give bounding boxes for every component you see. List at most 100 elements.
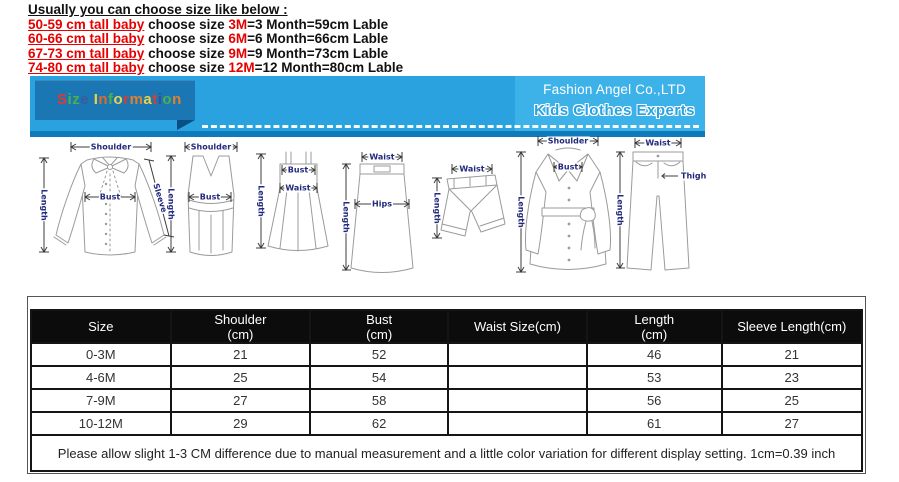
size-code-1: 3M: [228, 16, 248, 32]
skirt-hips-label: Hips: [371, 199, 393, 209]
cell-shoulder: 29: [169, 411, 312, 436]
skirt-diagram: Waist Hips Length: [341, 150, 420, 280]
cell-length: 53: [585, 365, 723, 390]
size-code-2: 6M: [228, 31, 248, 46]
intro-line-2: 60-66 cm tall baby choose size 6M=6 Mont…: [28, 31, 403, 47]
garment-diagrams: Shoulder Length Bust Sleeve Shoulder Len…: [30, 136, 730, 292]
table-note-row: Please allow slight 1-3 CM difference du…: [30, 434, 863, 472]
table-row: 10-12M 29 62 61 27: [30, 411, 863, 436]
shorts-waist-label: Waist: [458, 164, 486, 174]
header-size: Size: [30, 309, 172, 344]
cell-waist: [447, 365, 588, 390]
pants-thigh-label: Thigh: [680, 171, 708, 181]
intro-line-3: 67-73 cm tall baby choose size 9M=9 Mont…: [28, 45, 403, 62]
rest-text-4: =12 Month=80cm Lable: [254, 60, 404, 75]
skirt-drawing: [342, 152, 414, 273]
table-row: 7-9M 27 58 56 25: [30, 388, 863, 413]
cell-size: 10-12M: [30, 411, 172, 436]
dress-bust-label: Bust: [286, 165, 310, 175]
tank-length-label: Length: [166, 187, 176, 221]
table-row: 4-6M 25 54 53 23: [30, 365, 863, 390]
blouse-shoulder-label: Shoulder: [89, 142, 133, 152]
dress-waist-label: Waist: [284, 183, 312, 193]
intro-line-1: 50-59 cm tall baby choose size 3M=3 Mont…: [28, 16, 403, 33]
pants-drawing: [616, 138, 690, 271]
cell-waist: [447, 411, 588, 436]
cell-length: 56: [585, 388, 723, 413]
header-length: Length (cm): [585, 309, 723, 344]
shorts-length-label: Length: [432, 191, 442, 225]
intro-block: Usually you can choose size like below :…: [28, 2, 404, 76]
shorts-diagram: Waist Length: [428, 162, 512, 262]
skirt-waist-label: Waist: [368, 152, 396, 162]
coat-shoulder-label: Shoulder: [546, 136, 590, 146]
mid-text-2: choose size: [144, 31, 229, 46]
table-header-row: Size Shoulder (cm) Bust (cm) Waist Size(…: [30, 309, 863, 344]
cell-bust: 54: [309, 365, 450, 390]
cell-waist: [447, 388, 588, 413]
measurement-note: Please allow slight 1-3 CM difference du…: [30, 434, 863, 472]
cell-sleeve: 23: [720, 365, 863, 390]
cell-size: 4-6M: [30, 365, 172, 390]
size-info-title: Size Information: [57, 91, 182, 108]
banner-light-area: [515, 76, 705, 131]
size-code-3: 9M: [228, 45, 248, 61]
tank-top-diagram: Shoulder Length Bust: [163, 140, 258, 268]
coat-diagram: Shoulder Bust Length: [512, 136, 624, 286]
cell-sleeve: 21: [720, 342, 863, 367]
cell-shoulder: 25: [169, 365, 312, 390]
intro-title: Usually you can choose size like below :: [28, 2, 288, 17]
cell-waist: [447, 342, 588, 367]
cell-length: 46: [585, 342, 723, 367]
coat-bust-label: Bust: [556, 162, 580, 172]
ribbon-fold: [177, 120, 195, 130]
cell-bust: 58: [309, 388, 450, 413]
pants-diagram: Waist Length Thigh: [615, 138, 708, 286]
shorts-drawing: [432, 164, 506, 239]
dress-length-label: Length: [256, 184, 266, 218]
size-info-box: Size Information: [35, 80, 195, 120]
cell-sleeve: 27: [720, 411, 863, 436]
cell-shoulder: 21: [169, 342, 312, 367]
blouse-length-label: Length: [39, 188, 49, 222]
tank-top-drawing: [166, 142, 238, 256]
header-waist: Waist Size(cm): [447, 309, 588, 344]
size-code-4: 12M: [228, 60, 255, 75]
height-range-2: 60-66 cm tall baby: [28, 31, 145, 46]
size-table-wrapper: Size Shoulder (cm) Bust (cm) Waist Size(…: [27, 296, 866, 474]
blouse-diagram: Shoulder Length Bust Sleeve: [35, 140, 185, 268]
banner-bottom-strip: [30, 131, 705, 137]
cell-shoulder: 27: [169, 388, 312, 413]
blouse-drawing: [39, 142, 175, 256]
pants-waist-label: Waist: [644, 138, 672, 148]
header-shoulder: Shoulder (cm): [169, 309, 312, 344]
rest-text-1: =3 Month=59cm Lable: [247, 16, 389, 32]
tank-bust-label: Bust: [198, 192, 222, 202]
company-name: Fashion Angel Co.,LTD: [543, 82, 686, 97]
header-sleeve: Sleeve Length(cm): [720, 309, 863, 344]
dress-diagram: Bust Waist Length: [254, 148, 332, 266]
rest-text-3: =9 Month=73cm Lable: [247, 45, 389, 61]
coat-drawing: [516, 136, 611, 273]
height-range-3: 67-73 cm tall baby: [28, 45, 145, 61]
company-block: Fashion Angel Co.,LTD Kids Clothes Exper…: [534, 83, 695, 118]
mid-text-4: choose size: [144, 60, 229, 75]
blouse-bust-label: Bust: [98, 192, 122, 202]
cell-size: 0-3M: [30, 342, 172, 367]
size-table: Size Shoulder (cm) Bust (cm) Waist Size(…: [30, 309, 863, 472]
cell-sleeve: 25: [720, 388, 863, 413]
table-row: 0-3M 21 52 46 21: [30, 342, 863, 367]
header-bust: Bust (cm): [309, 309, 450, 344]
skirt-length-label: Length: [341, 200, 351, 234]
intro-line-4: 74-80 cm tall baby choose size 12M=12 Mo…: [28, 60, 404, 76]
cell-length: 61: [585, 411, 723, 436]
tank-shoulder-label: Shoulder: [189, 142, 233, 152]
height-range-4: 74-80 cm tall baby: [28, 60, 145, 75]
rest-text-2: =6 Month=66cm Lable: [247, 31, 389, 46]
banner-dashed-line: [202, 125, 699, 128]
mid-text-3: choose size: [144, 45, 229, 61]
pants-length-label: Length: [615, 193, 625, 227]
cell-bust: 62: [309, 411, 450, 436]
size-information-banner: Size Information Fashion Angel Co.,LTD K…: [30, 76, 705, 137]
